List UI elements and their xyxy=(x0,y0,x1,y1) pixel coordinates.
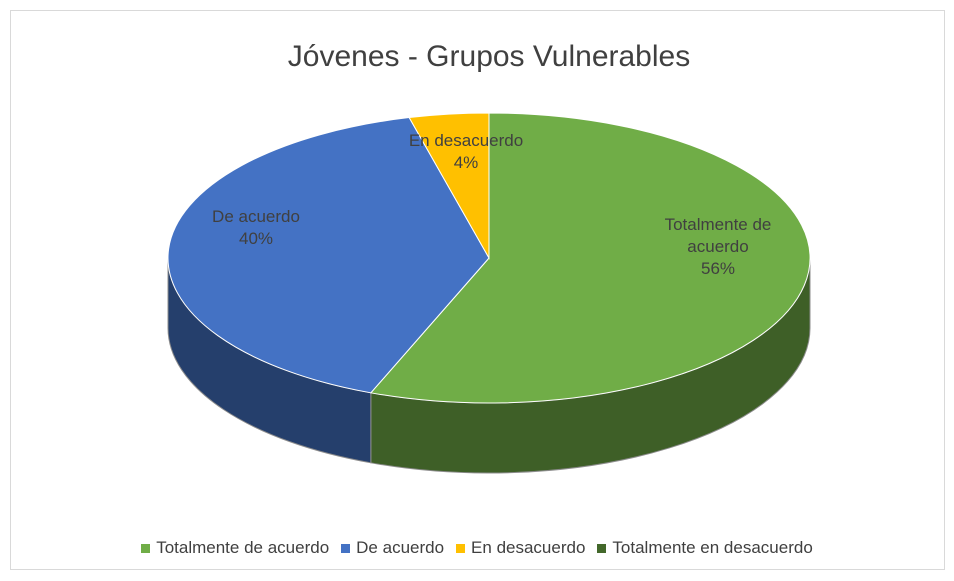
legend-item: En desacuerdo xyxy=(456,538,585,558)
data-label-category: En desacuerdo xyxy=(408,131,524,150)
legend-swatch xyxy=(141,543,151,553)
legend-item: Totalmente de acuerdo xyxy=(141,538,329,558)
data-label-box: Totalmente de acuerdo 56% xyxy=(643,214,793,280)
pie-slice xyxy=(408,112,490,260)
legend: Totalmente de acuerdo De acuerdo En desacu… xyxy=(0,538,954,558)
legend-item: De acuerdo xyxy=(341,538,444,558)
chart-frame xyxy=(10,10,945,570)
data-label-category: Totalmente de acuerdo xyxy=(664,215,772,256)
data-label-value: 40% xyxy=(238,229,274,248)
chart-title: Jóvenes - Grupos Vulnerables xyxy=(288,40,690,73)
legend-label: En desacuerdo xyxy=(471,538,586,557)
data-label: De acuerdo 40% xyxy=(176,206,336,250)
data-label-box: En desacuerdo 4% xyxy=(386,130,546,174)
pie-slice xyxy=(369,112,811,404)
pie-slice xyxy=(167,117,490,394)
legend-swatch xyxy=(341,543,351,553)
data-label-value: 56% xyxy=(700,259,736,278)
legend-label: De acuerdo xyxy=(356,538,445,557)
data-label-value: 4% xyxy=(453,153,479,172)
legend-label: Totalmente en desacuerdo xyxy=(612,538,813,557)
data-label-category: De acuerdo xyxy=(212,207,300,226)
legend-swatch xyxy=(456,543,466,553)
data-label-box: De acuerdo 40% xyxy=(176,206,336,250)
data-label: En desacuerdo 4% xyxy=(386,130,546,174)
data-label: Totalmente de acuerdo 56% xyxy=(643,214,793,280)
legend-swatch xyxy=(597,543,607,553)
legend-item: Totalmente en desacuerdo xyxy=(597,538,813,558)
legend-label: Totalmente de acuerdo xyxy=(156,538,330,557)
